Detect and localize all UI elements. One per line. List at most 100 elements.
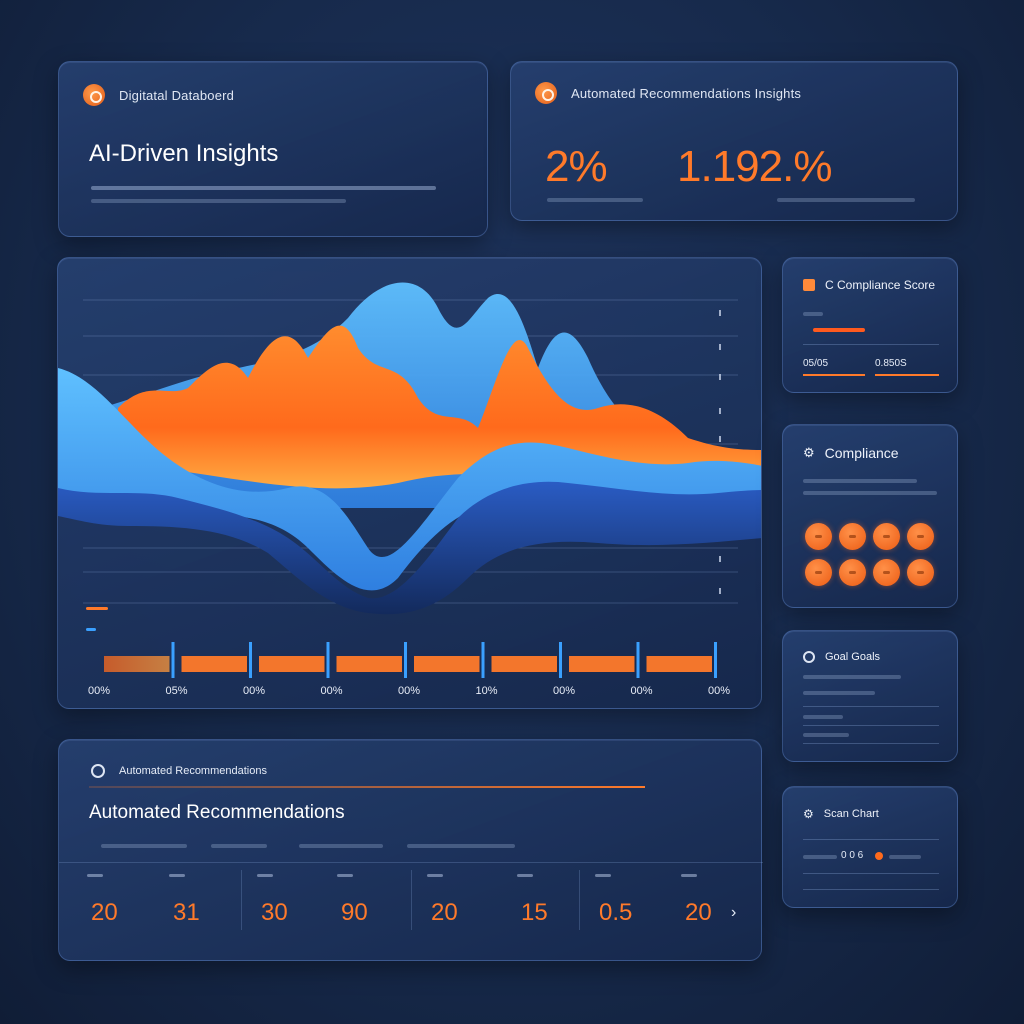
- recommendations-title: Automated Recommendations: [89, 802, 345, 823]
- column-caption: [299, 844, 383, 848]
- scan-card: ⚙ Scan Chart 0 0 6: [782, 786, 958, 908]
- recommendation-value: 90: [341, 899, 368, 926]
- compliance-header: ⚙ Compliance: [803, 445, 899, 461]
- x-axis-labels: 00% 05% 00% 00% 00% 10% 00% 00% 00%: [88, 685, 730, 697]
- column-caption: [101, 844, 187, 848]
- score-underline-right: [875, 374, 939, 376]
- value-caption: [337, 874, 353, 877]
- wave-chart: 00% 05% 00% 00% 00% 10% 00% 00% 00%: [58, 282, 761, 697]
- progress-segment: [646, 656, 712, 672]
- score-value-left: 05/05: [803, 358, 829, 369]
- next-arrow-icon[interactable]: ›: [731, 904, 737, 921]
- target-icon: [83, 84, 105, 106]
- status-indicator[interactable]: [839, 559, 866, 586]
- insights-card: Digitatal Databoerd AI-Driven Insights: [58, 61, 488, 237]
- x-axis-tick-label: 00%: [631, 685, 653, 697]
- x-axis-tick-label: 00%: [321, 685, 343, 697]
- status-indicator[interactable]: [805, 559, 832, 586]
- x-axis-tick-label: 05%: [166, 685, 188, 697]
- value-caption: [517, 874, 533, 877]
- status-indicator[interactable]: [873, 523, 900, 550]
- progress-label-marker: [86, 607, 108, 610]
- column-caption: [211, 844, 267, 848]
- blue-wave-series: [58, 368, 761, 591]
- x-axis-tick-label: 00%: [88, 685, 110, 697]
- recommendation-value: 15: [521, 899, 548, 926]
- x-axis-tick-label: 00%: [398, 685, 420, 697]
- compliance-score-header: C Compliance Score: [803, 278, 935, 292]
- flag-icon: [803, 279, 815, 291]
- progress-divider: [404, 642, 407, 678]
- progress-divider: [559, 642, 562, 678]
- stat-caption: [777, 198, 915, 202]
- ring-icon: [803, 651, 815, 663]
- orange-peak-series: [118, 325, 761, 496]
- progress-segment: [336, 656, 402, 672]
- gear-icon: ⚙: [803, 445, 815, 460]
- goals-card: Goal Goals: [782, 630, 958, 762]
- gear-icon: ⚙: [803, 807, 814, 821]
- progress-segment: [569, 656, 635, 672]
- page-title: AI-Driven Insights: [89, 140, 279, 167]
- scan-line: [803, 855, 837, 859]
- score-progress-fill: [813, 328, 865, 332]
- progress-divider: [249, 642, 252, 678]
- score-value-right: 0.850S: [875, 358, 907, 369]
- automated-recommendations-card: Automated Recommendations Automated Reco…: [58, 739, 763, 961]
- goals-title: Goal Goals: [825, 651, 881, 663]
- goal-line: [803, 733, 849, 737]
- status-indicator[interactable]: [907, 559, 934, 586]
- progress-divider: [326, 642, 330, 678]
- header-accent-line: [89, 786, 645, 788]
- progress-divider: [636, 642, 640, 678]
- compliance-status-grid: [805, 523, 934, 586]
- insights-description: [91, 186, 436, 203]
- recommendation-value: 20: [685, 899, 712, 926]
- recommendations-header: Automated Recommendations: [91, 764, 267, 778]
- divider: [803, 344, 939, 345]
- status-indicator[interactable]: [805, 523, 832, 550]
- recommendations-insights-card: Automated Recommendations Insights 2% 1.…: [510, 61, 958, 221]
- divider: [803, 873, 939, 874]
- value-caption: [681, 874, 697, 877]
- progress-segment: [491, 656, 557, 672]
- divider: [803, 889, 939, 890]
- ring-icon: [91, 764, 105, 778]
- value-caption: [169, 874, 185, 877]
- value-caption: [257, 874, 273, 877]
- status-indicator[interactable]: [839, 523, 866, 550]
- x-axis-tick-label: 00%: [553, 685, 575, 697]
- scan-line: [889, 855, 921, 859]
- progress-divider: [714, 642, 717, 678]
- divider: [803, 839, 939, 840]
- recommendation-value: 31: [173, 899, 200, 926]
- compliance-text-line: [803, 491, 937, 495]
- progress-divider: [171, 642, 175, 678]
- compliance-title: Compliance: [824, 445, 899, 461]
- target-icon: [535, 82, 557, 104]
- progress-divider: [481, 642, 485, 678]
- recommendation-value: 20: [431, 899, 458, 926]
- score-label: [803, 312, 823, 316]
- status-indicator[interactable]: [873, 559, 900, 586]
- goals-header: Goal Goals: [803, 651, 880, 663]
- progress-segment: [104, 656, 170, 672]
- status-indicator[interactable]: [907, 523, 934, 550]
- stat-value: 1.192.%: [677, 142, 832, 191]
- progress-segment: [414, 656, 480, 672]
- x-axis-tick-label: 10%: [476, 685, 498, 697]
- recommendation-value: 30: [261, 899, 288, 926]
- navy-wave-series: [58, 481, 761, 615]
- column-divider: [411, 870, 412, 930]
- scan-header: ⚙ Scan Chart: [803, 807, 879, 821]
- goal-line: [803, 691, 875, 695]
- score-underline-left: [803, 374, 865, 376]
- divider: [803, 743, 939, 744]
- wave-chart-card: 00% 05% 00% 00% 00% 10% 00% 00% 00%: [57, 257, 762, 709]
- value-caption: [87, 874, 103, 877]
- description-line: [91, 186, 436, 190]
- divider: [803, 725, 939, 726]
- goal-line: [803, 675, 901, 679]
- value-caption: [427, 874, 443, 877]
- divider: [59, 862, 763, 863]
